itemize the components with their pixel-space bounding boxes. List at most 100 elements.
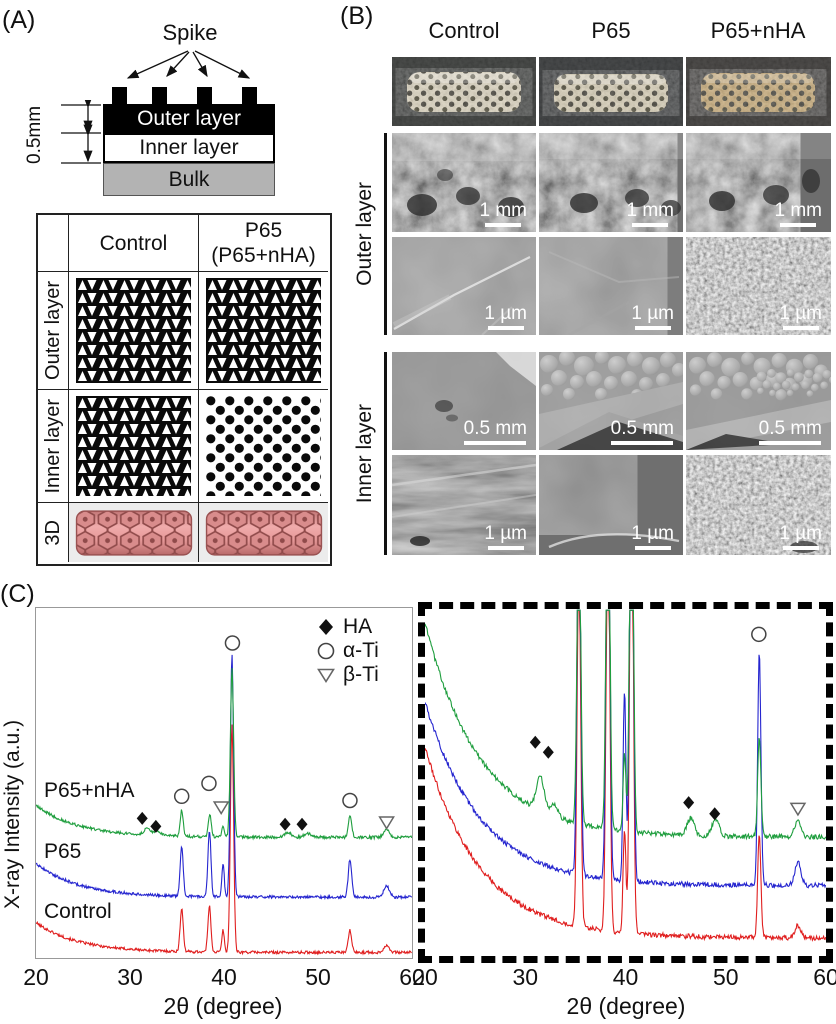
x-tick-label: 60 — [813, 964, 836, 990]
row-label-3d: 3D — [41, 519, 64, 546]
peak-marker-diamond-icon — [150, 819, 162, 833]
x-tick-label: 40 — [211, 964, 237, 990]
sem-inner-1um-p65nha: 1 µm — [686, 455, 831, 555]
scale-label: 1 mm — [626, 200, 675, 221]
legend-triangle-down-icon — [317, 668, 335, 684]
spike-arrows-icon — [126, 50, 251, 79]
photo-scaffold-control — [392, 57, 536, 126]
table-header-p65-line1: P65 — [244, 219, 283, 242]
peak-marker-circle-icon — [201, 775, 217, 792]
sem-inner-05mm-p65nha: 0.5 mm — [686, 352, 831, 450]
panel-a-label: (A) — [2, 6, 36, 34]
xrd-curve-Control — [424, 609, 827, 942]
outer-group-line — [384, 133, 387, 335]
x-tick-label: 60 — [399, 964, 425, 990]
x-tick-label: 30 — [117, 964, 143, 990]
sem-outer-1mm-p65nha: 1 mm — [686, 133, 831, 232]
pattern-inner-p65-dots — [199, 390, 328, 502]
peak-marker-circle-icon — [751, 626, 767, 643]
table-header-p65-line2: (P65+nHA) — [211, 244, 316, 267]
scale-bar — [611, 441, 674, 445]
x-tick-label: 20 — [412, 964, 438, 990]
series-label-p65nha: P65+nHA — [44, 779, 135, 802]
scale-label: 1 µm — [484, 303, 527, 324]
column-header-p65: P65 — [591, 18, 631, 43]
xrd-curve-P65+nHA — [35, 668, 413, 841]
scale-bar — [487, 546, 524, 550]
sem-inner-1um-control: 1 µm — [392, 455, 536, 555]
photo-scaffold-p65 — [539, 57, 683, 126]
inner-group-line — [384, 352, 387, 555]
peak-marker-triangle-icon — [378, 816, 395, 830]
outer-layer-bar: Outer layer — [103, 104, 275, 133]
dimension-label: 0.5mm — [24, 105, 45, 165]
bulk-bar: Bulk — [103, 163, 275, 196]
scale-bar — [782, 546, 819, 550]
xrd-curve-P65 — [424, 609, 827, 890]
sem-outer-1mm-control: 1 mm — [392, 133, 536, 232]
x-tick-label: 50 — [305, 964, 331, 990]
x-tick-label: 30 — [512, 964, 539, 990]
spike-block — [197, 87, 212, 105]
column-header-control: Control — [428, 18, 500, 43]
column-header-p65nha: P65+nHA — [710, 18, 806, 43]
legend-diamond-icon — [319, 619, 333, 635]
legend-circle-icon — [317, 642, 335, 660]
scale-bar — [782, 326, 819, 330]
series-label-control: Control — [44, 900, 112, 923]
peak-marker-circle-icon — [342, 792, 358, 809]
render-3d-p65 — [203, 507, 324, 558]
sem-inner-05mm-p65: 0.5 mm — [539, 352, 683, 450]
scale-bar — [780, 223, 817, 227]
table-corner — [38, 215, 69, 272]
scale-label: 1 mm — [479, 200, 528, 221]
sem-outer-1um-p65: 1 µm — [539, 237, 683, 335]
panel-c-label: (C) — [0, 580, 35, 608]
legend-row-ha: HA — [316, 616, 372, 638]
legend-label-ha: HA — [343, 615, 373, 638]
scale-bar — [759, 441, 822, 445]
scale-label: 1 µm — [779, 523, 822, 544]
legend-label-alpha-ti: α-Ti — [343, 639, 379, 662]
peak-marker-diamond-icon — [279, 817, 291, 831]
table-header-p65: P65 (P65+nHA) — [199, 215, 328, 272]
spike-block — [152, 87, 167, 105]
peak-marker-diamond-icon — [136, 811, 148, 825]
series-label-p65: P65 — [44, 840, 82, 863]
x-axis-label-zoom: 2θ (degree) — [566, 993, 686, 1019]
photo-scaffold-p65nha — [686, 57, 831, 126]
legend-row-beta-ti: β-Ti — [316, 664, 379, 686]
pattern-outer-p65 — [199, 272, 328, 389]
x-axis-label-full: 2θ (degree) — [163, 993, 283, 1019]
scale-label: 1 µm — [484, 523, 527, 544]
xrd-curve-Control — [36, 724, 413, 956]
scale-label: 1 µm — [779, 303, 822, 324]
x-tick-label: 20 — [23, 964, 49, 990]
peak-marker-diamond-icon — [296, 817, 308, 831]
panel-b-label: (B) — [340, 2, 374, 30]
xrd-plot-full-canvas — [35, 635, 413, 956]
inner-layer-bar: Inner layer — [103, 133, 275, 163]
table-header-control: Control — [69, 215, 199, 272]
design-table: Control P65 (P65+nHA) Outer layer Inner … — [36, 213, 332, 566]
xrd-plot-full — [35, 607, 413, 959]
spike-label: Spike — [162, 20, 218, 45]
scale-bar — [632, 223, 669, 227]
outer-group-label: Outer layer — [352, 133, 378, 335]
scale-label: 0.5 mm — [463, 418, 527, 439]
xrd-plot-zoom-canvas — [424, 609, 827, 942]
spike-block — [112, 87, 127, 105]
scale-label: 1 µm — [631, 523, 674, 544]
peak-marker-triangle-icon — [212, 801, 230, 815]
peak-marker-diamond-icon — [529, 735, 541, 749]
pattern-outer-control — [69, 272, 198, 389]
legend-row-alpha-ti: α-Ti — [316, 640, 379, 662]
sem-outer-1um-control: 1 µm — [392, 237, 536, 335]
scale-bar — [634, 546, 671, 550]
pattern-inner-control — [69, 390, 198, 502]
peak-marker-diamond-icon — [542, 745, 554, 759]
scale-label: 1 mm — [774, 200, 823, 221]
scale-bar — [464, 441, 527, 445]
peak-marker-circle-icon — [224, 635, 241, 651]
